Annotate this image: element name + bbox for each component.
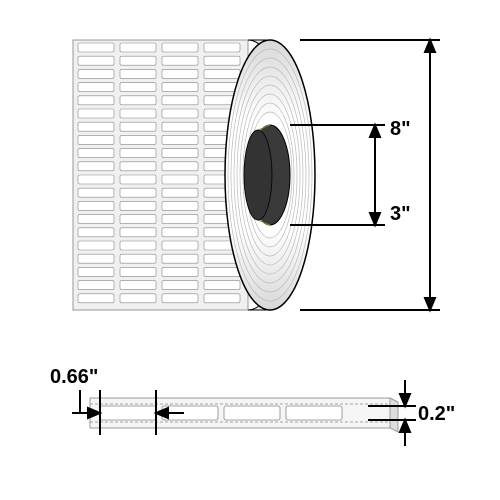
bottom-strip [90,398,398,432]
dim-outer-lines [300,40,440,310]
dimension-diagram: 8" 3" 0.66" 0.2" [0,0,500,500]
roll-label-strip [73,40,248,310]
roll-core-inner [244,130,272,220]
diagram-svg [0,0,500,500]
